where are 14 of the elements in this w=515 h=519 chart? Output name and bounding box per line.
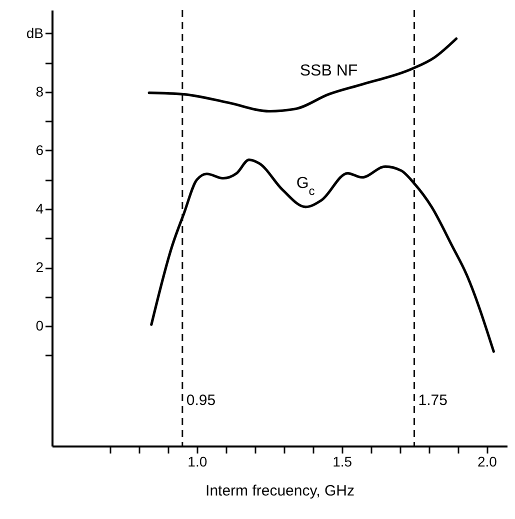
series-label: SSB NF: [300, 62, 358, 80]
y-tick-label: 4: [36, 200, 44, 216]
y-tick-label: 8: [36, 83, 44, 100]
x-tick-label: 1.0: [188, 454, 208, 470]
ref-line-label: 1.75: [418, 392, 448, 409]
y-tick-label: 6: [36, 142, 44, 158]
series-label: G$_{c}$: [296, 174, 315, 198]
y-tick-label: 0: [36, 318, 44, 334]
y-tick-label: dB: [26, 24, 44, 41]
x-tick-label: 2.0: [477, 454, 498, 470]
x-tick-label: 1.5: [332, 454, 352, 470]
ref-line-label: 0.95: [186, 392, 216, 409]
x-axis-title: Interm frecuency, GHz: [206, 482, 354, 500]
y-tick-label: 2: [36, 259, 44, 276]
